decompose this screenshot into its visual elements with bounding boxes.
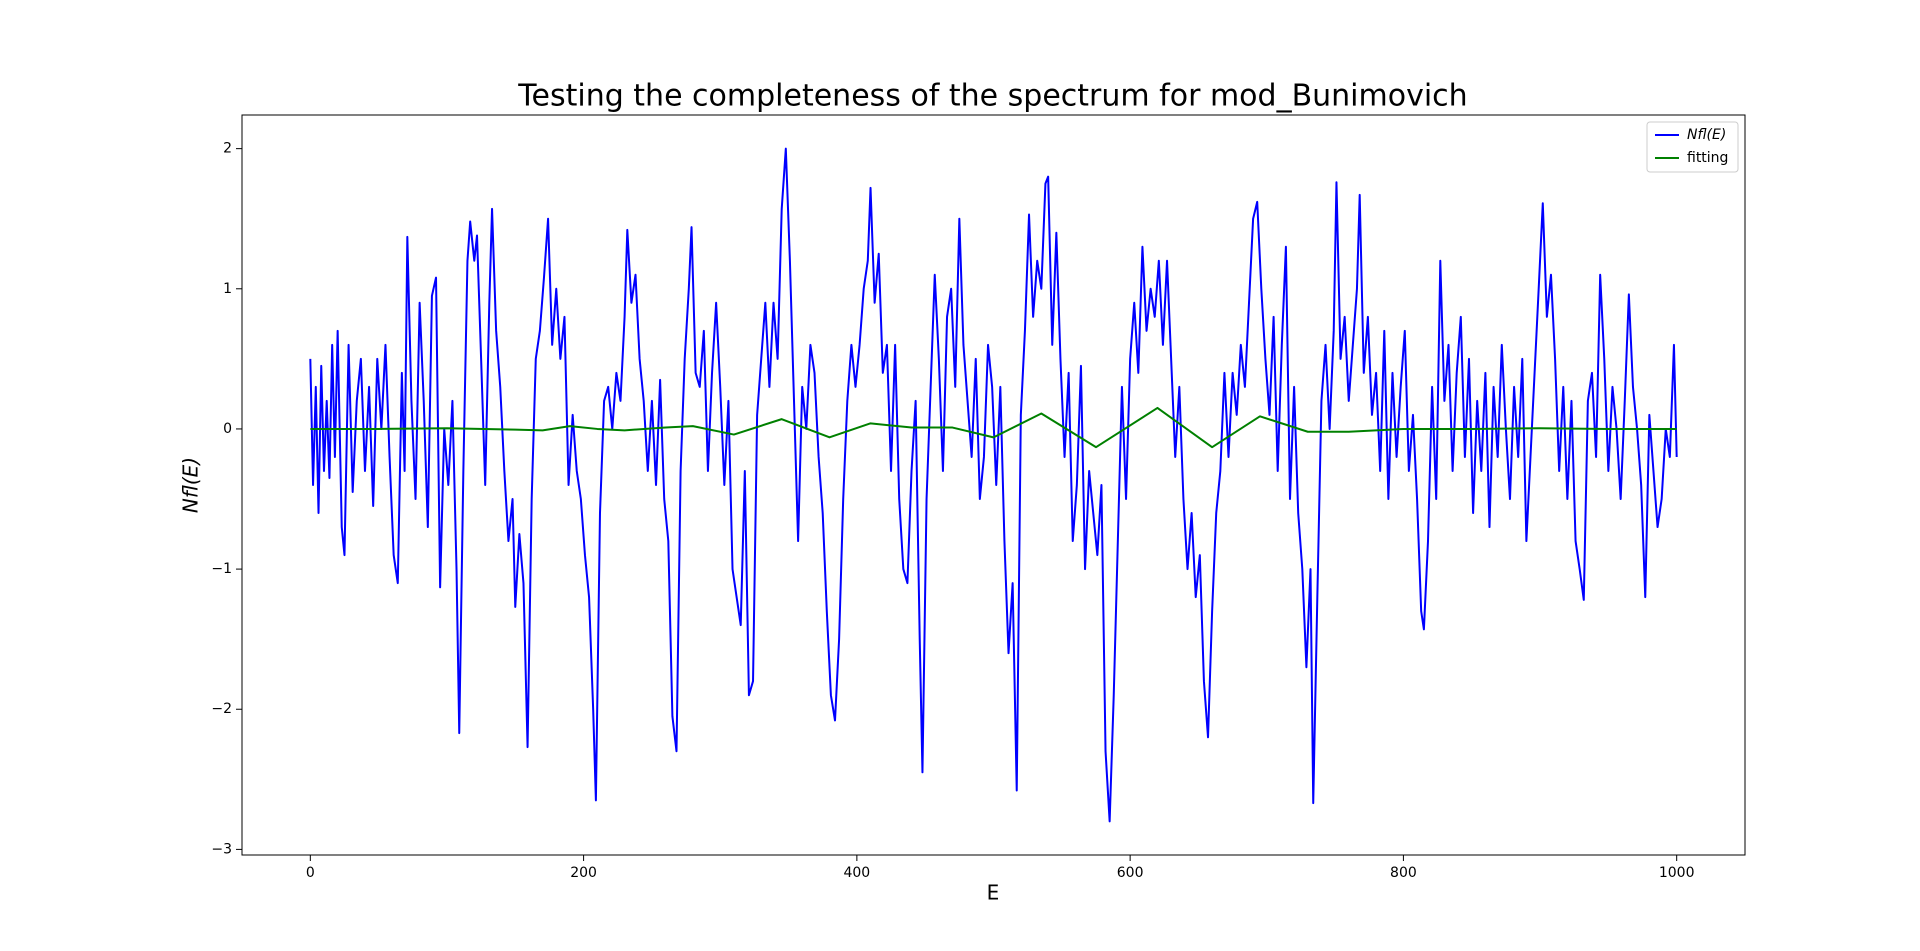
y-axis-label: Nfl(E) [179,457,203,513]
x-tick-label: 800 [1390,865,1417,881]
x-tick-label: 0 [306,865,315,881]
x-tick-label: 200 [570,865,597,881]
y-tick-label: 1 [223,281,232,297]
x-tick-label: 1000 [1659,865,1695,881]
x-tick-label: 600 [1117,865,1144,881]
y-tick-label: 2 [223,141,232,157]
y-tick-label: 0 [223,421,232,437]
y-tick-label: −2 [211,701,232,717]
legend-label: fitting [1687,150,1728,166]
y-tick-label: −1 [211,561,232,577]
series-line [309,147,1678,823]
y-tick-label: −3 [211,841,232,857]
legend-label: Nfl(E) [1687,127,1726,143]
x-axis-label: E [987,881,1000,905]
plot-frame [241,114,1746,856]
series-line [310,406,1677,449]
chart-title: Testing the completeness of the spectrum… [517,79,1467,114]
x-tick-label: 400 [843,865,870,881]
